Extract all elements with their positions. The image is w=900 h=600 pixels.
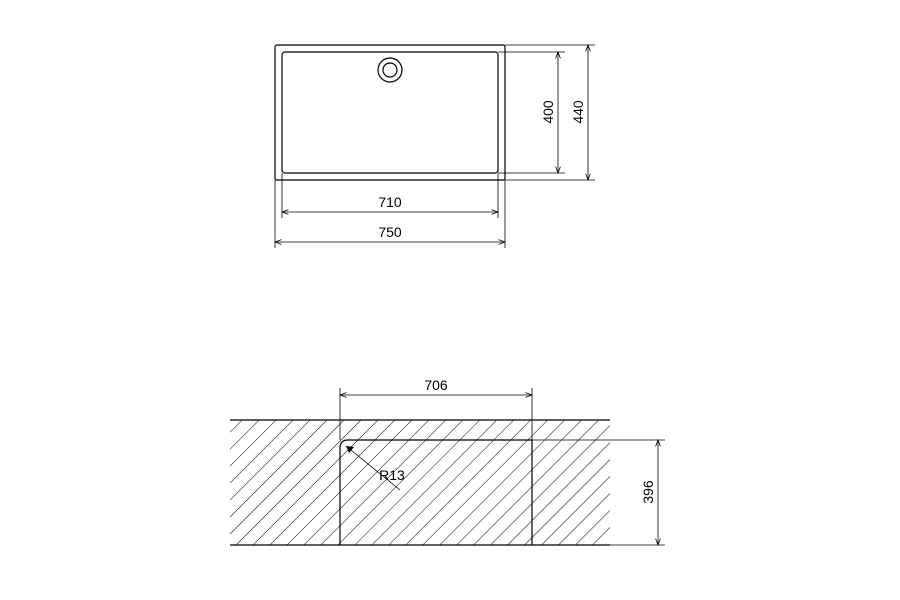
drain-inner [383,63,397,77]
cutout-view: R13 706 396 [230,377,665,545]
dim-label-outer-height: 440 [570,100,586,124]
top-view: 710 750 400 440 [275,45,595,248]
dim-label-radius: R13 [379,467,405,483]
drain-outer [378,58,402,82]
dim-label-cutout-width: 706 [424,377,448,393]
sink-outer-rect [275,45,505,180]
sink-inner-rect [282,52,498,173]
dim-label-outer-width: 750 [378,224,402,240]
dim-label-cutout-height: 396 [640,480,656,504]
dim-label-inner-width: 710 [378,194,402,210]
dim-label-inner-height: 400 [540,100,556,124]
countertop-hatch [230,420,610,545]
technical-drawing: 710 750 400 440 R13 706 [0,0,900,600]
